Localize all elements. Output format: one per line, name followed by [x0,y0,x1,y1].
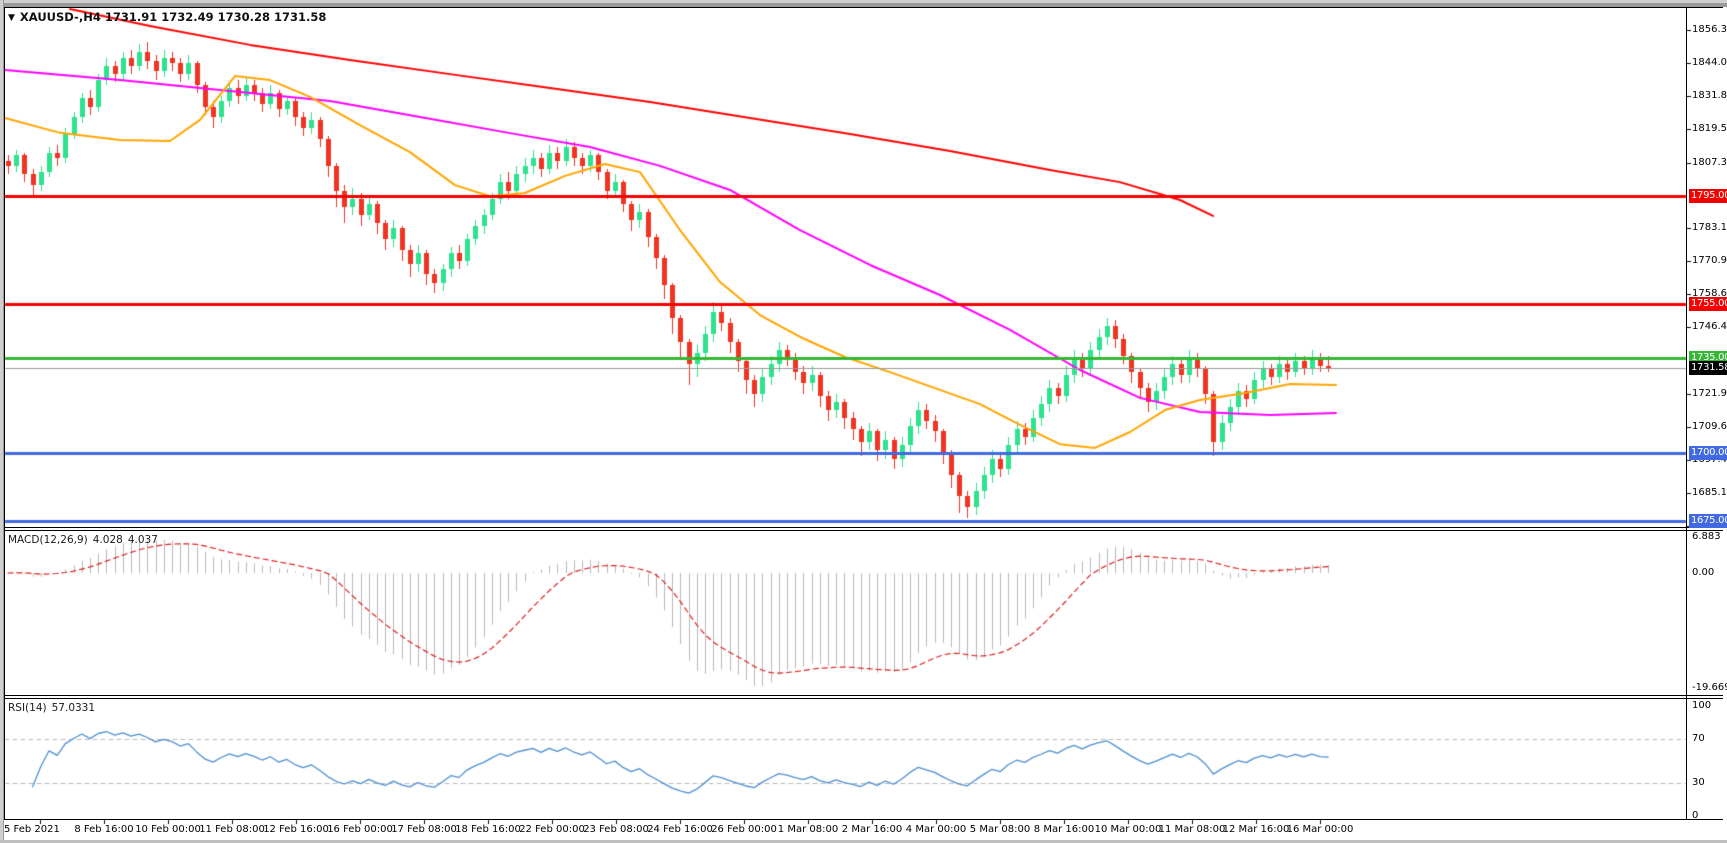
price-tick-label: 1746.40 [1692,321,1727,332]
separator-main-macd-bottom[interactable] [4,530,1723,531]
price-tick-label: 1758.65 [1692,288,1727,299]
rsi-axis-label: 30 [1692,777,1705,788]
time-axis-label: 18 Feb 16:00 [455,824,521,835]
time-axis-label: 4 Mar 00:00 [905,824,967,835]
price-tick-label: 1783.15 [1692,222,1727,233]
time-axis-label: 16 Feb 00:00 [327,824,393,835]
rsi-axis-label: 0 [1692,810,1699,821]
separator-macd-rsi-top[interactable] [4,695,1723,696]
time-axis-label: 5 Mar 08:00 [969,824,1031,835]
price-line-badge: 1755.00 [1689,297,1727,311]
time-axis-label: 16 Mar 00:00 [1286,824,1354,835]
time-axis-label: 17 Feb 08:00 [391,824,457,835]
time-axis-label: 5 Feb 2021 [4,824,60,835]
price-tick-label: 1709.65 [1692,421,1727,432]
time-axis-label: 22 Feb 00:00 [519,824,585,835]
price-tick-label: 1770.90 [1692,255,1727,266]
price-tick-label: 1844.05 [1692,57,1727,68]
time-axis-label: 12 Mar 16:00 [1222,824,1290,835]
time-axis-label: 24 Feb 16:00 [647,824,713,835]
separator-main-macd-top[interactable] [4,527,1723,528]
price-tick-label: 1685.15 [1692,487,1727,498]
time-axis-label: 10 Feb 00:00 [135,824,201,835]
price-line-badge: 1795.00 [1689,189,1727,203]
macd-axis-label: 0.00 [1692,567,1715,578]
macd-axis-label: 6.883 [1692,531,1721,542]
price-line-badge: 1675.00 [1689,514,1727,528]
price-line-badge: 1700.00 [1689,446,1727,460]
price-tick-label: 1807.30 [1692,157,1727,168]
price-tick-label: 1831.80 [1692,90,1727,101]
price-axis-line [1686,8,1687,820]
time-axis-line [4,819,1723,820]
rsi-axis-label: 100 [1692,700,1712,711]
macd-axis-label: -19.669 [1692,682,1727,693]
time-axis-label: 2 Mar 16:00 [841,824,903,835]
time-axis-label: 26 Feb 00:00 [711,824,777,835]
time-axis-label: 8 Mar 16:00 [1033,824,1095,835]
time-axis-label: 8 Feb 16:00 [74,824,134,835]
time-axis-label: 10 Mar 00:00 [1094,824,1162,835]
time-axis-label: 12 Feb 16:00 [263,824,329,835]
separator-macd-rsi-bottom[interactable] [4,698,1723,699]
price-tick-label: 1721.90 [1692,388,1727,399]
plot-border-top [4,7,1723,8]
price-tick-label: 1819.55 [1692,123,1727,134]
time-axis-label: 11 Feb 08:00 [199,824,265,835]
current-price-badge: 1731.58 [1689,361,1727,375]
time-axis-label: 11 Mar 08:00 [1158,824,1226,835]
time-axis-label: 1 Mar 08:00 [777,824,839,835]
rsi-axis-label: 70 [1692,733,1705,744]
plot-border-left [4,7,5,820]
price-tick-label: 1856.30 [1692,24,1727,35]
time-axis-label: 23 Feb 08:00 [583,824,649,835]
